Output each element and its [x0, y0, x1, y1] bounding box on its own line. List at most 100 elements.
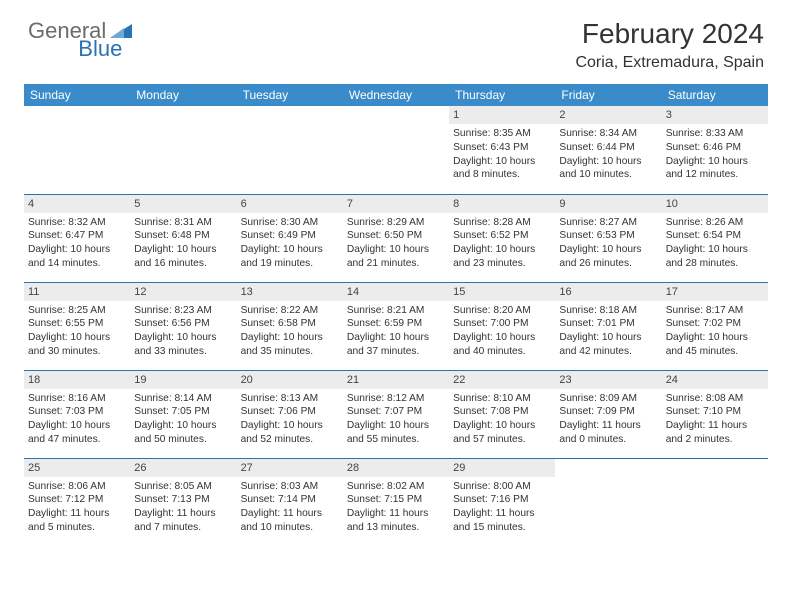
- day-details: Sunrise: 8:13 AMSunset: 7:06 PMDaylight:…: [237, 389, 343, 450]
- page-header: General Blue February 2024 Coria, Extrem…: [0, 0, 792, 80]
- day-details: Sunrise: 8:35 AMSunset: 6:43 PMDaylight:…: [449, 124, 555, 185]
- calendar-day-cell: 28Sunrise: 8:02 AMSunset: 7:15 PMDayligh…: [343, 458, 449, 546]
- calendar-day-cell: 16Sunrise: 8:18 AMSunset: 7:01 PMDayligh…: [555, 282, 661, 370]
- calendar-week-row: 18Sunrise: 8:16 AMSunset: 7:03 PMDayligh…: [24, 370, 768, 458]
- day-details: Sunrise: 8:33 AMSunset: 6:46 PMDaylight:…: [662, 124, 768, 185]
- day-details: Sunrise: 8:29 AMSunset: 6:50 PMDaylight:…: [343, 213, 449, 274]
- day-number: 1: [449, 106, 555, 124]
- calendar-day-cell: 20Sunrise: 8:13 AMSunset: 7:06 PMDayligh…: [237, 370, 343, 458]
- calendar-day-cell: 21Sunrise: 8:12 AMSunset: 7:07 PMDayligh…: [343, 370, 449, 458]
- calendar-day-cell: 26Sunrise: 8:05 AMSunset: 7:13 PMDayligh…: [130, 458, 236, 546]
- calendar-day-cell: 2Sunrise: 8:34 AMSunset: 6:44 PMDaylight…: [555, 106, 661, 194]
- calendar-day-cell: 17Sunrise: 8:17 AMSunset: 7:02 PMDayligh…: [662, 282, 768, 370]
- calendar-table: SundayMondayTuesdayWednesdayThursdayFrid…: [24, 84, 768, 546]
- day-number: 4: [24, 195, 130, 213]
- weekday-header: Monday: [130, 84, 236, 106]
- weekday-header: Saturday: [662, 84, 768, 106]
- calendar-header-row: SundayMondayTuesdayWednesdayThursdayFrid…: [24, 84, 768, 106]
- day-details: Sunrise: 8:02 AMSunset: 7:15 PMDaylight:…: [343, 477, 449, 538]
- day-details: Sunrise: 8:32 AMSunset: 6:47 PMDaylight:…: [24, 213, 130, 274]
- day-details: Sunrise: 8:31 AMSunset: 6:48 PMDaylight:…: [130, 213, 236, 274]
- day-details: Sunrise: 8:10 AMSunset: 7:08 PMDaylight:…: [449, 389, 555, 450]
- day-number: 24: [662, 371, 768, 389]
- day-details: Sunrise: 8:25 AMSunset: 6:55 PMDaylight:…: [24, 301, 130, 362]
- day-number: 6: [237, 195, 343, 213]
- calendar-day-cell: [662, 458, 768, 546]
- weekday-header: Tuesday: [237, 84, 343, 106]
- calendar-day-cell: 18Sunrise: 8:16 AMSunset: 7:03 PMDayligh…: [24, 370, 130, 458]
- day-number: 3: [662, 106, 768, 124]
- logo-text-blue: Blue: [78, 36, 122, 62]
- calendar-week-row: 25Sunrise: 8:06 AMSunset: 7:12 PMDayligh…: [24, 458, 768, 546]
- calendar-day-cell: 3Sunrise: 8:33 AMSunset: 6:46 PMDaylight…: [662, 106, 768, 194]
- calendar-day-cell: 29Sunrise: 8:00 AMSunset: 7:16 PMDayligh…: [449, 458, 555, 546]
- weekday-header: Thursday: [449, 84, 555, 106]
- day-number: 29: [449, 459, 555, 477]
- weekday-header: Sunday: [24, 84, 130, 106]
- calendar-day-cell: 8Sunrise: 8:28 AMSunset: 6:52 PMDaylight…: [449, 194, 555, 282]
- day-details: Sunrise: 8:12 AMSunset: 7:07 PMDaylight:…: [343, 389, 449, 450]
- calendar-day-cell: [555, 458, 661, 546]
- calendar-day-cell: [130, 106, 236, 194]
- day-number: 11: [24, 283, 130, 301]
- calendar-day-cell: 5Sunrise: 8:31 AMSunset: 6:48 PMDaylight…: [130, 194, 236, 282]
- day-number: 25: [24, 459, 130, 477]
- day-details: Sunrise: 8:34 AMSunset: 6:44 PMDaylight:…: [555, 124, 661, 185]
- day-details: Sunrise: 8:27 AMSunset: 6:53 PMDaylight:…: [555, 213, 661, 274]
- day-details: Sunrise: 8:00 AMSunset: 7:16 PMDaylight:…: [449, 477, 555, 538]
- day-number: 15: [449, 283, 555, 301]
- day-number: 20: [237, 371, 343, 389]
- weekday-header: Wednesday: [343, 84, 449, 106]
- day-number: 12: [130, 283, 236, 301]
- day-details: Sunrise: 8:06 AMSunset: 7:12 PMDaylight:…: [24, 477, 130, 538]
- calendar-day-cell: 22Sunrise: 8:10 AMSunset: 7:08 PMDayligh…: [449, 370, 555, 458]
- day-number: 2: [555, 106, 661, 124]
- day-number: 23: [555, 371, 661, 389]
- day-details: Sunrise: 8:08 AMSunset: 7:10 PMDaylight:…: [662, 389, 768, 450]
- day-number: 22: [449, 371, 555, 389]
- day-details: Sunrise: 8:23 AMSunset: 6:56 PMDaylight:…: [130, 301, 236, 362]
- calendar-day-cell: 23Sunrise: 8:09 AMSunset: 7:09 PMDayligh…: [555, 370, 661, 458]
- day-number: 9: [555, 195, 661, 213]
- calendar-day-cell: [343, 106, 449, 194]
- day-number: 8: [449, 195, 555, 213]
- day-details: Sunrise: 8:30 AMSunset: 6:49 PMDaylight:…: [237, 213, 343, 274]
- day-details: Sunrise: 8:05 AMSunset: 7:13 PMDaylight:…: [130, 477, 236, 538]
- day-details: Sunrise: 8:18 AMSunset: 7:01 PMDaylight:…: [555, 301, 661, 362]
- day-number: 19: [130, 371, 236, 389]
- day-number: 7: [343, 195, 449, 213]
- day-details: Sunrise: 8:21 AMSunset: 6:59 PMDaylight:…: [343, 301, 449, 362]
- day-number: 26: [130, 459, 236, 477]
- day-number: 14: [343, 283, 449, 301]
- calendar-day-cell: 13Sunrise: 8:22 AMSunset: 6:58 PMDayligh…: [237, 282, 343, 370]
- day-details: Sunrise: 8:26 AMSunset: 6:54 PMDaylight:…: [662, 213, 768, 274]
- weekday-header: Friday: [555, 84, 661, 106]
- location-subtitle: Coria, Extremadura, Spain: [575, 54, 764, 72]
- calendar-day-cell: 19Sunrise: 8:14 AMSunset: 7:05 PMDayligh…: [130, 370, 236, 458]
- day-number: 21: [343, 371, 449, 389]
- calendar-week-row: 1Sunrise: 8:35 AMSunset: 6:43 PMDaylight…: [24, 106, 768, 194]
- calendar-day-cell: [24, 106, 130, 194]
- calendar-week-row: 4Sunrise: 8:32 AMSunset: 6:47 PMDaylight…: [24, 194, 768, 282]
- calendar-day-cell: 7Sunrise: 8:29 AMSunset: 6:50 PMDaylight…: [343, 194, 449, 282]
- day-details: Sunrise: 8:22 AMSunset: 6:58 PMDaylight:…: [237, 301, 343, 362]
- day-details: Sunrise: 8:16 AMSunset: 7:03 PMDaylight:…: [24, 389, 130, 450]
- day-details: Sunrise: 8:14 AMSunset: 7:05 PMDaylight:…: [130, 389, 236, 450]
- calendar-day-cell: 27Sunrise: 8:03 AMSunset: 7:14 PMDayligh…: [237, 458, 343, 546]
- calendar-day-cell: 12Sunrise: 8:23 AMSunset: 6:56 PMDayligh…: [130, 282, 236, 370]
- day-details: Sunrise: 8:17 AMSunset: 7:02 PMDaylight:…: [662, 301, 768, 362]
- calendar-day-cell: 10Sunrise: 8:26 AMSunset: 6:54 PMDayligh…: [662, 194, 768, 282]
- calendar-day-cell: [237, 106, 343, 194]
- calendar-day-cell: 9Sunrise: 8:27 AMSunset: 6:53 PMDaylight…: [555, 194, 661, 282]
- day-number: 13: [237, 283, 343, 301]
- month-title: February 2024: [575, 18, 764, 50]
- calendar-day-cell: 24Sunrise: 8:08 AMSunset: 7:10 PMDayligh…: [662, 370, 768, 458]
- day-details: Sunrise: 8:20 AMSunset: 7:00 PMDaylight:…: [449, 301, 555, 362]
- day-number: 17: [662, 283, 768, 301]
- calendar-day-cell: 4Sunrise: 8:32 AMSunset: 6:47 PMDaylight…: [24, 194, 130, 282]
- day-number: 5: [130, 195, 236, 213]
- day-number: 27: [237, 459, 343, 477]
- calendar-day-cell: 6Sunrise: 8:30 AMSunset: 6:49 PMDaylight…: [237, 194, 343, 282]
- calendar-day-cell: 14Sunrise: 8:21 AMSunset: 6:59 PMDayligh…: [343, 282, 449, 370]
- calendar-day-cell: 25Sunrise: 8:06 AMSunset: 7:12 PMDayligh…: [24, 458, 130, 546]
